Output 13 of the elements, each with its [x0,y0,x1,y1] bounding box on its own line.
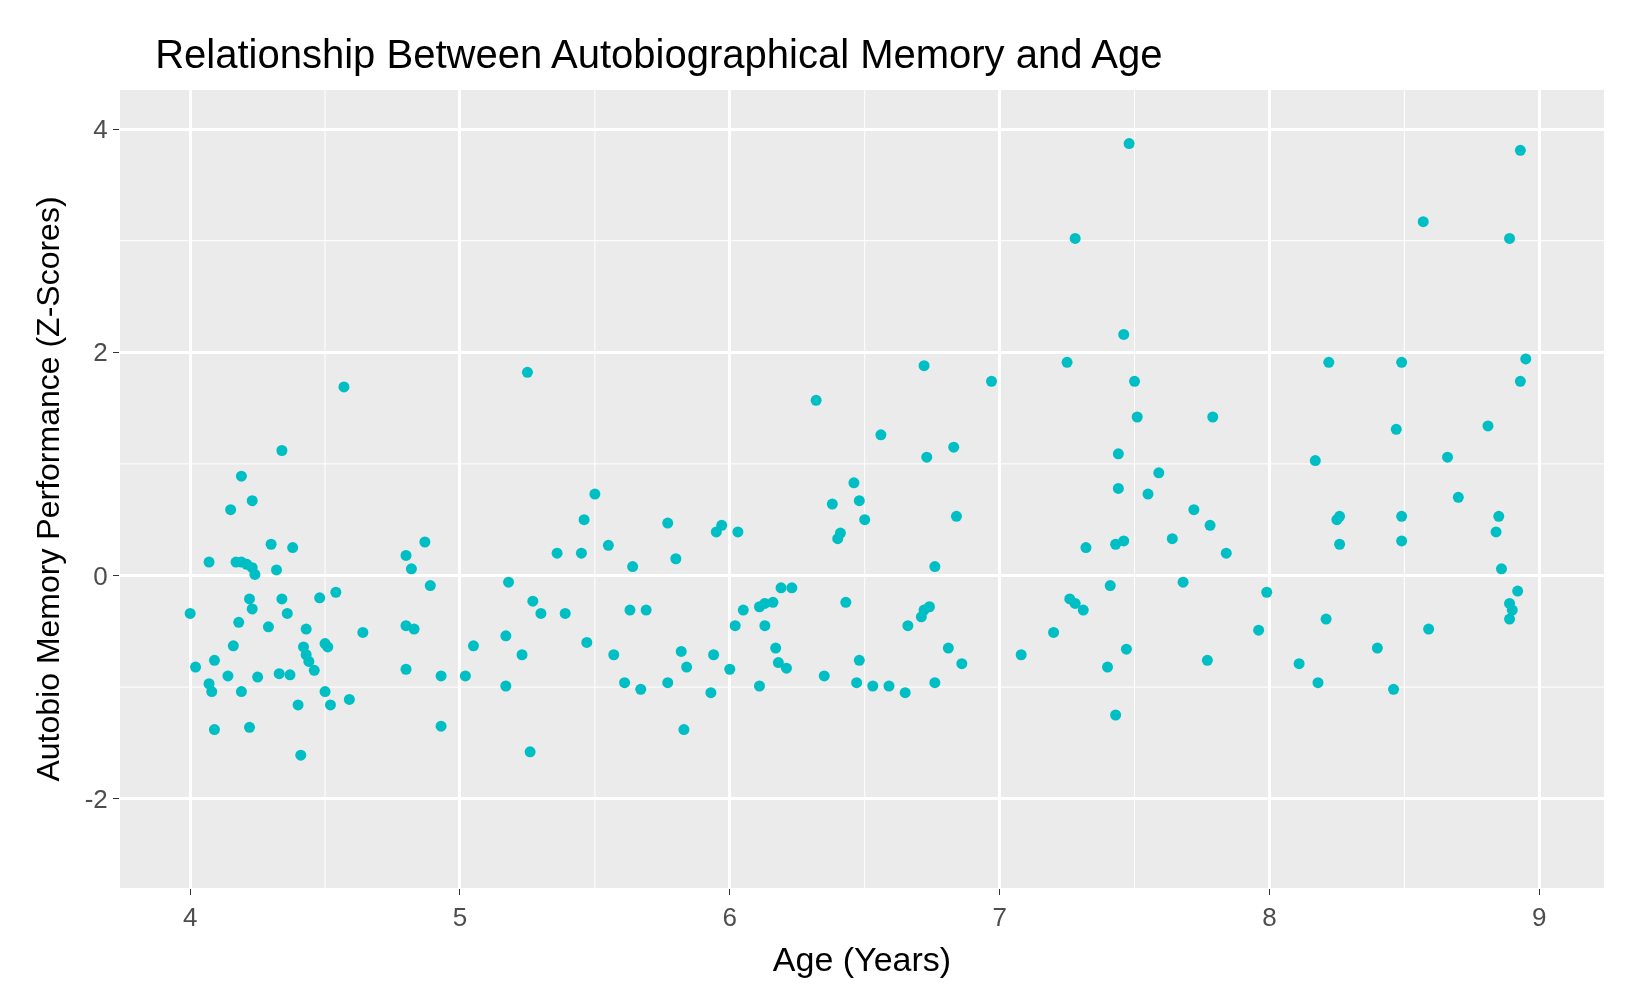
chart-title: Relationship Between Autobiographical Memory and Age [155,31,1163,76]
y-axis-title: Autobio Memory Performance (Z-Scores) [29,196,66,782]
y-tick-label: 0 [93,560,108,591]
x-tick-label: 7 [992,902,1007,933]
x-tick-label: 6 [722,902,738,933]
x-tick-label: 9 [1532,902,1547,933]
y-tick-label: 4 [93,114,108,145]
y-tick-label: 2 [93,337,108,368]
x-tick-label: 5 [452,902,468,933]
x-tick-label: 4 [182,902,198,933]
x-axis-title: Age (Years) [772,939,952,978]
x-tick-label: 8 [1262,902,1277,933]
y-tick-label: -2 [84,783,108,814]
